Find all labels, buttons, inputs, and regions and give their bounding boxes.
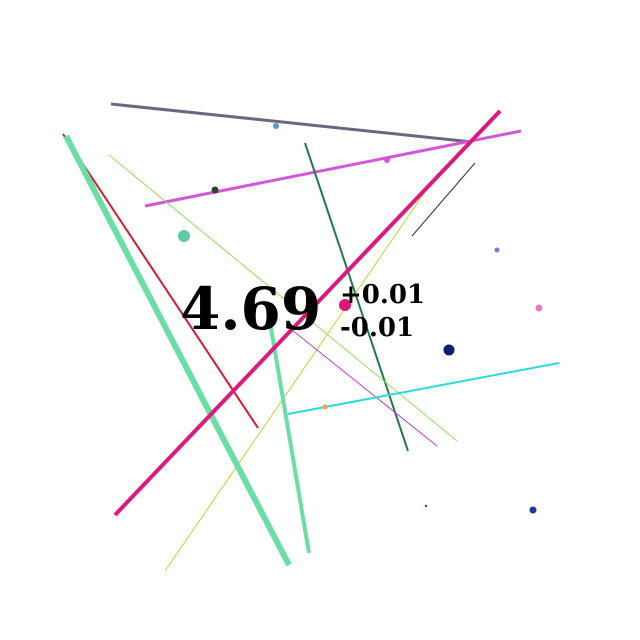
- cyan-line: [287, 362, 560, 415]
- lower-error: -0.01: [340, 313, 415, 343]
- magenta-line: [144, 129, 522, 208]
- yellow-green-line: [164, 172, 439, 572]
- pink-dot: [339, 299, 351, 311]
- teal-dot: [178, 230, 190, 242]
- dark-dot: [211, 186, 219, 194]
- orange-dot: [322, 404, 328, 410]
- violet-line: [291, 329, 438, 447]
- orchid-dot: [535, 304, 543, 312]
- seafoam-thick-line: [63, 134, 292, 567]
- blue-dot: [529, 506, 537, 514]
- upper-error: +0.01: [340, 280, 426, 310]
- red-line: [62, 133, 259, 429]
- periwinkle-dot: [494, 247, 500, 253]
- seafoam-line: [268, 321, 311, 554]
- thin-black-line: [411, 162, 476, 237]
- pink-thick-line: [113, 109, 502, 517]
- measurement-value: 4.69: [180, 275, 322, 343]
- steel-blue-dot: [273, 123, 279, 129]
- slate-line: [110, 102, 473, 144]
- dark-green-line: [304, 142, 409, 452]
- magenta-dot: [384, 157, 390, 163]
- brown-dot: [424, 504, 428, 508]
- navy-dot: [443, 344, 455, 356]
